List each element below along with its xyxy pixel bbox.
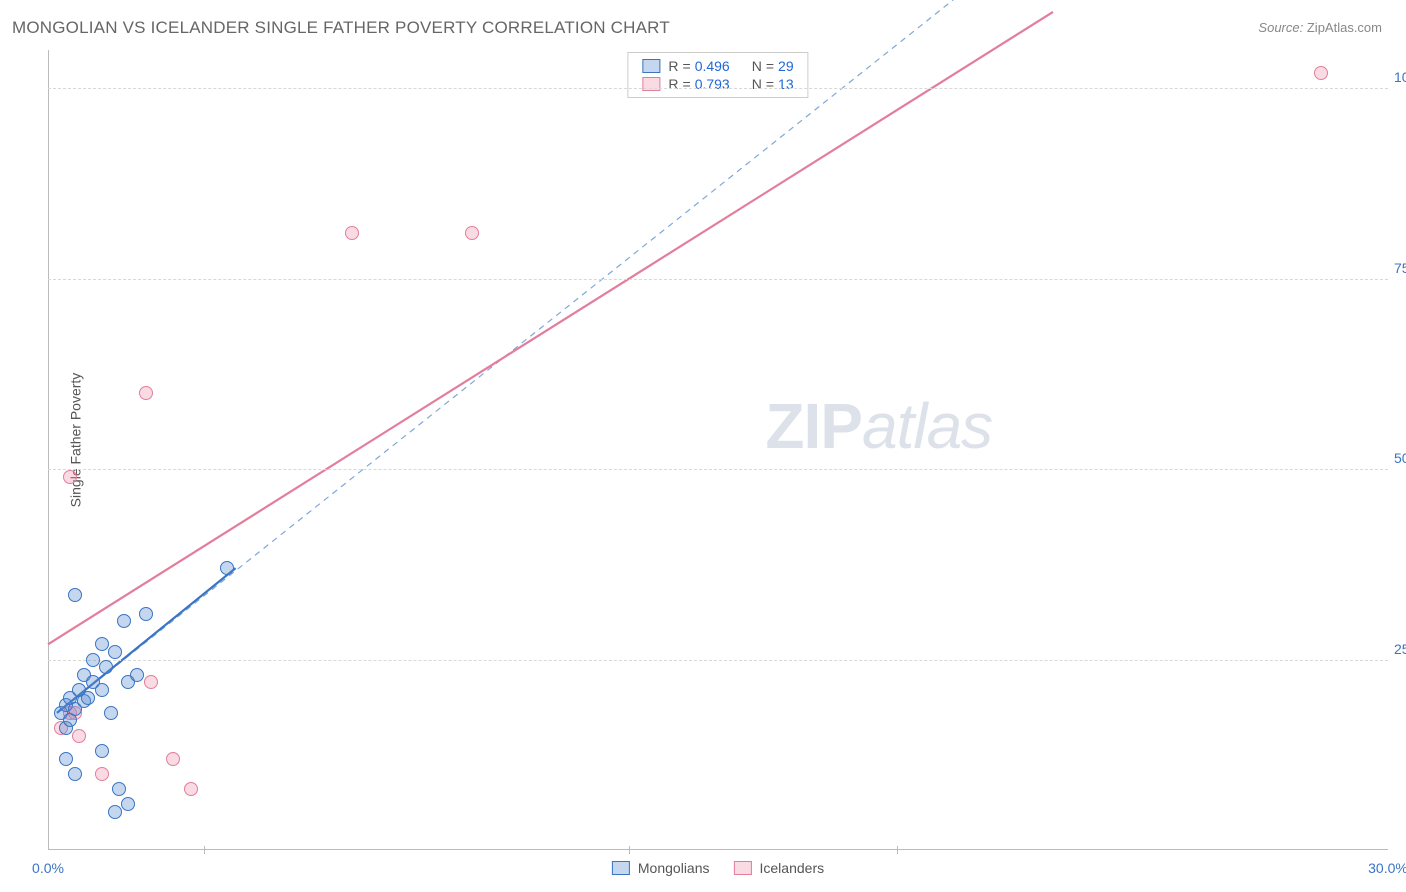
data-point [130,668,144,682]
stat-r-label: R [668,76,678,92]
swatch-icon [642,59,660,73]
x-tick [629,846,630,854]
data-point [68,767,82,781]
stat-n-value: 29 [778,58,794,74]
y-tick-label: 50.0% [1394,450,1406,466]
swatch-icon [612,861,630,875]
data-point [139,386,153,400]
data-point [95,637,109,651]
y-tick-label: 100.0% [1394,69,1406,85]
data-point [1314,66,1328,80]
stat-eq: = [766,76,774,92]
data-point [117,614,131,628]
data-point [99,660,113,674]
x-tick [204,846,205,854]
data-point [144,675,158,689]
chart-title: MONGOLIAN VS ICELANDER SINGLE FATHER POV… [12,18,670,38]
data-point [104,706,118,720]
plot-area: ZIPatlas R=0.496N=29R=0.793N=13 Mongolia… [48,50,1388,850]
data-point [345,226,359,240]
x-tick-label: 30.0% [1368,860,1406,876]
gridline-h [48,279,1388,280]
data-point [112,782,126,796]
x-tick [897,846,898,854]
data-point [139,607,153,621]
stats-row: R=0.496N=29 [638,57,797,75]
data-point [59,752,73,766]
legend-label: Mongolians [638,860,710,876]
source-label: Source: [1258,20,1303,35]
gridline-h [48,88,1388,89]
legend-item: Mongolians [612,860,710,876]
x-tick-label: 0.0% [32,860,64,876]
gridline-h [48,660,1388,661]
y-tick-label: 25.0% [1394,640,1406,656]
stat-n-label: N [752,76,762,92]
source-value: ZipAtlas.com [1307,20,1382,35]
gridline-h [48,469,1388,470]
y-tick-label: 75.0% [1394,259,1406,275]
series-legend: Mongolians Icelanders [600,860,836,876]
data-point [63,470,77,484]
regression-line [48,12,1053,644]
data-point [81,691,95,705]
data-point [95,744,109,758]
stats-row: R=0.793N=13 [638,75,797,93]
data-point [72,729,86,743]
legend-label: Icelanders [760,860,825,876]
data-point [95,767,109,781]
data-point [465,226,479,240]
source-credit: Source: ZipAtlas.com [1258,20,1382,35]
stat-eq: = [683,76,691,92]
data-point [108,805,122,819]
data-point [166,752,180,766]
stat-eq: = [766,58,774,74]
stat-r-value: 0.793 [695,76,730,92]
stat-r-value: 0.496 [695,58,730,74]
legend-item: Icelanders [734,860,825,876]
data-point [220,561,234,575]
stat-n-label: N [752,58,762,74]
data-point [184,782,198,796]
stat-eq: = [683,58,691,74]
chart-svg-layer [48,50,1388,850]
swatch-icon [734,861,752,875]
stat-r-label: R [668,58,678,74]
data-point [86,653,100,667]
data-point [68,588,82,602]
data-point [95,683,109,697]
stat-n-value: 13 [778,76,794,92]
data-point [121,797,135,811]
data-point [108,645,122,659]
regression-line [57,0,986,713]
stats-legend: R=0.496N=29R=0.793N=13 [627,52,808,98]
